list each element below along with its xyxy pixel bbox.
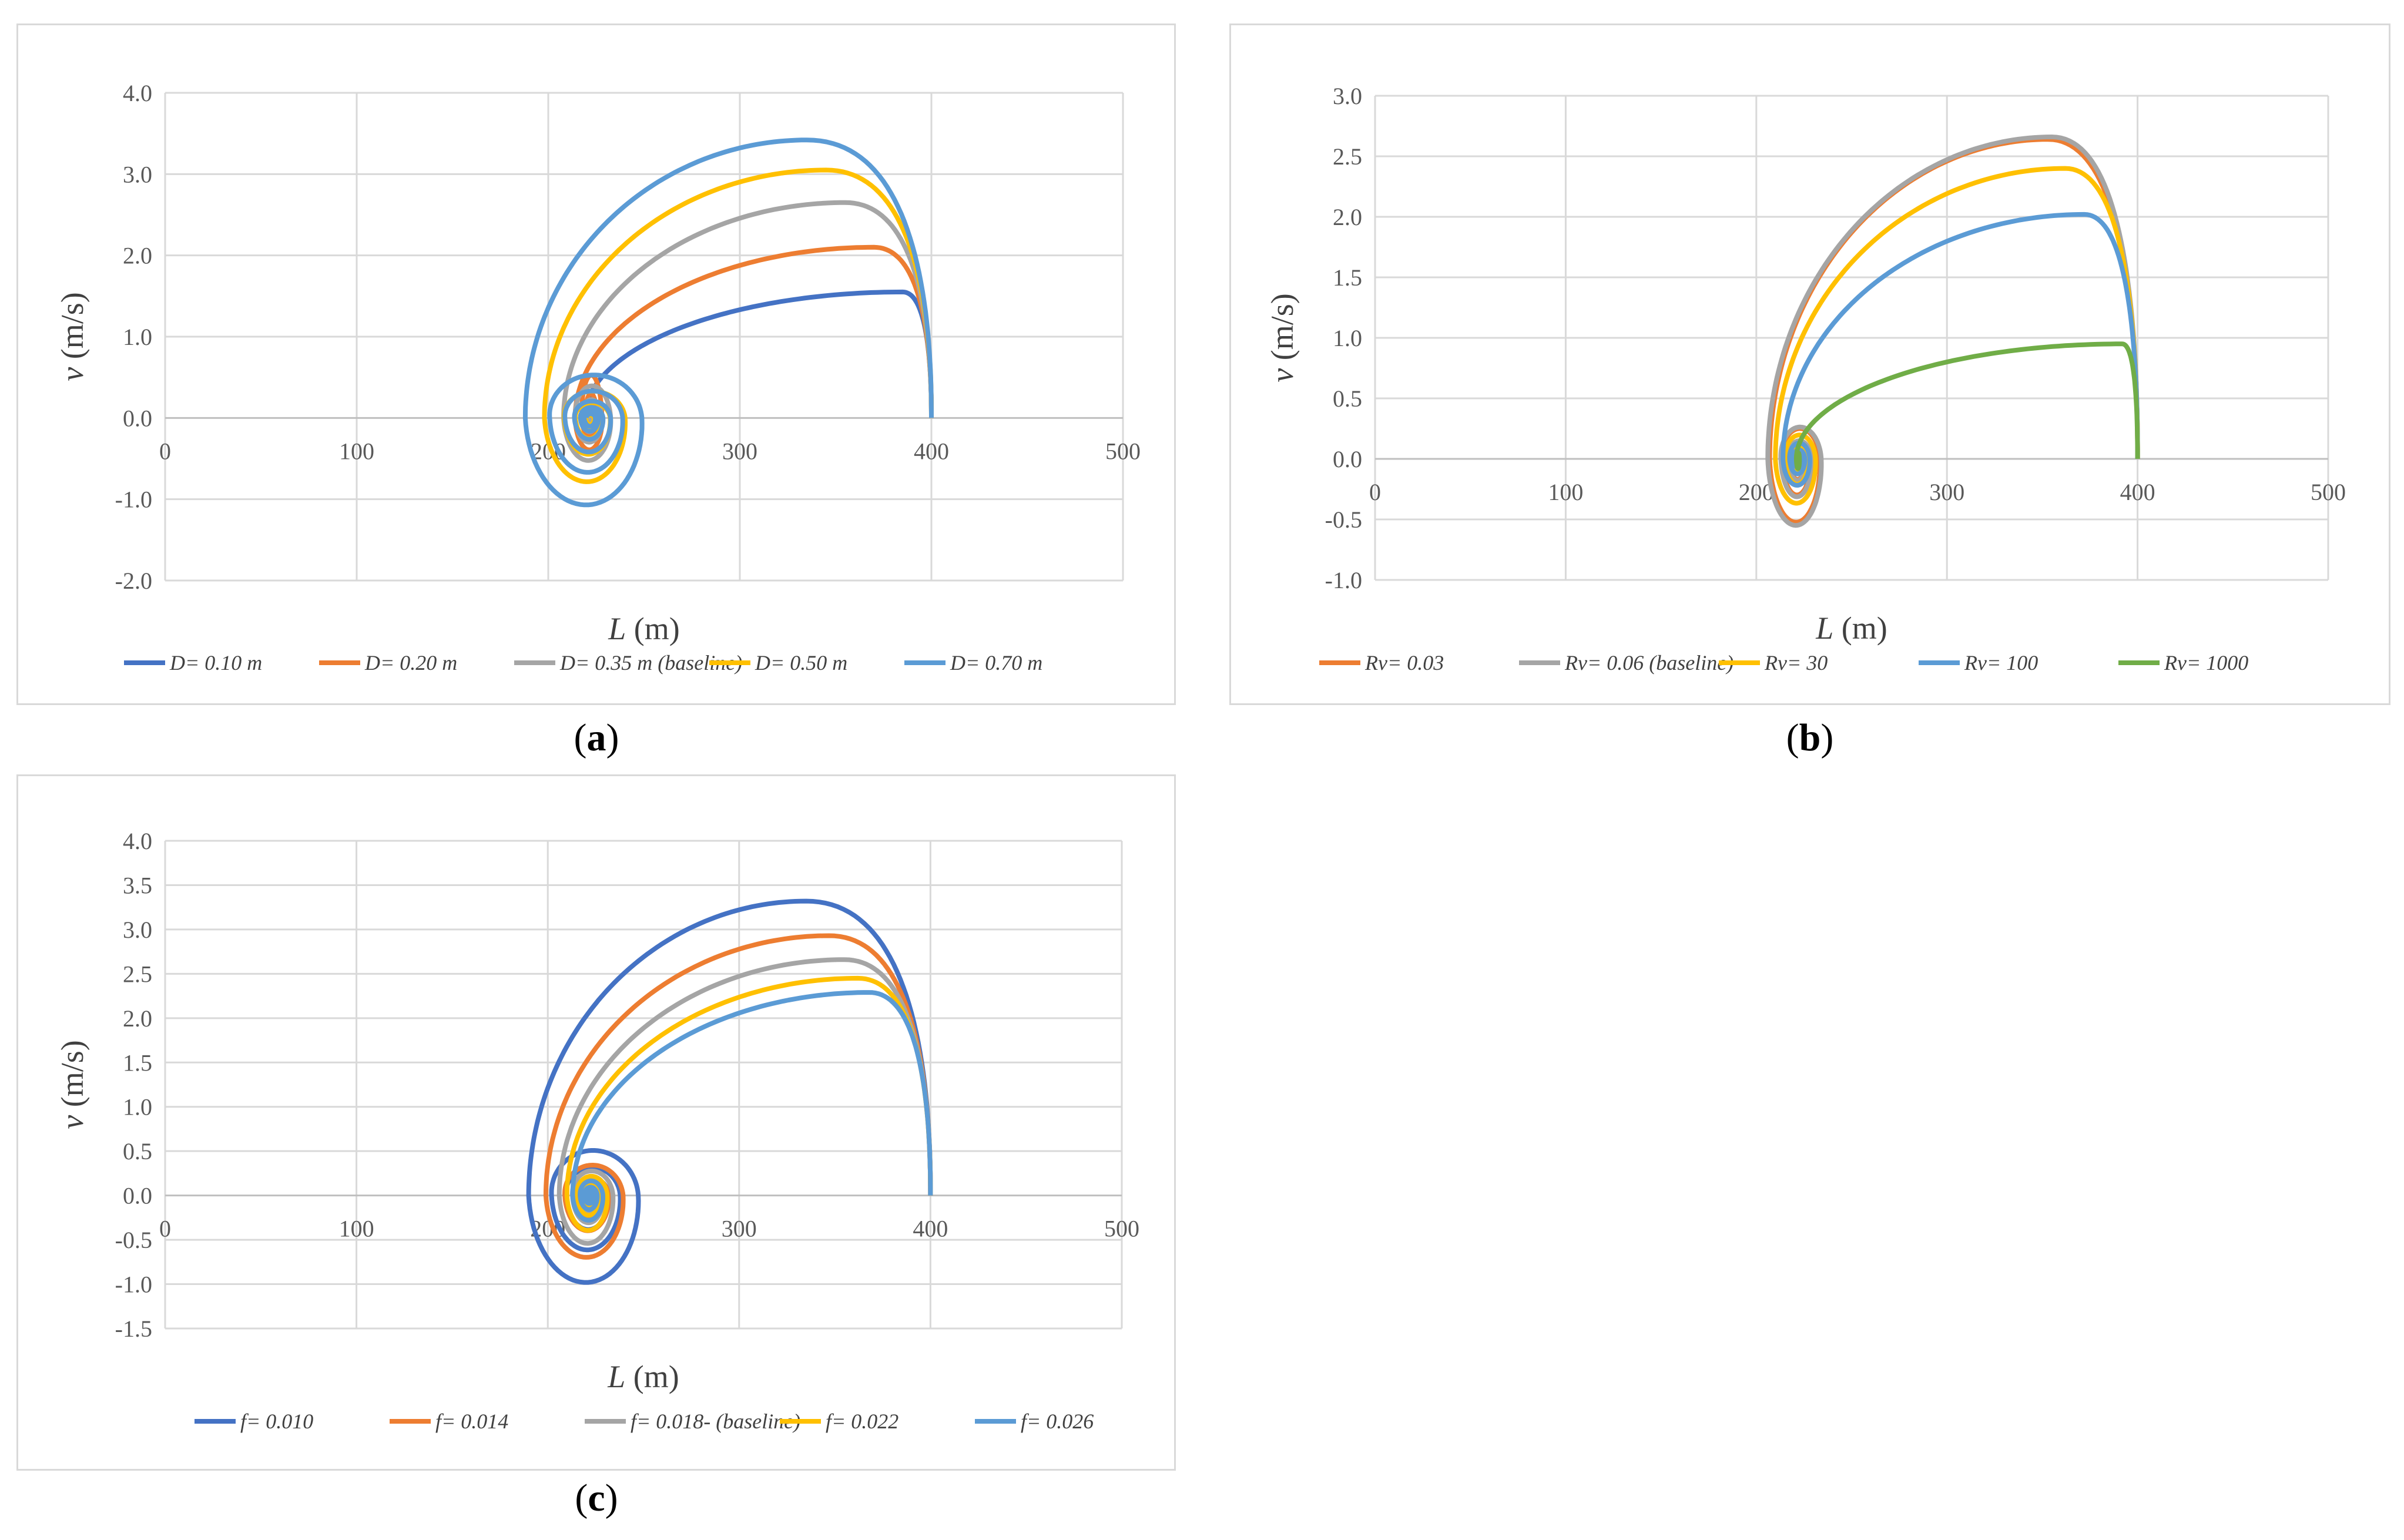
y-tick-label: 0.5 <box>1333 385 1362 412</box>
x-tick-label: 0 <box>1369 479 1381 505</box>
legend-entry: f= 0.018- (baseline) <box>631 1410 800 1433</box>
y-tick-label: 1.0 <box>123 1094 152 1120</box>
x-tick-label: 500 <box>1104 1216 1139 1242</box>
y-tick-label: 0.0 <box>123 1183 152 1209</box>
x-tick-label: 500 <box>1105 438 1141 464</box>
y-tick-label: -1.0 <box>115 487 152 513</box>
caption-c: (c) <box>575 1477 618 1519</box>
y-tick-label: 4.0 <box>123 80 152 106</box>
x-tick-label: 100 <box>1548 479 1583 505</box>
chart-svg-c: -1.5 -1.0 -0.5 0.0 0.5 1.0 1.5 2.0 2.5 3.0 3.5 4.0 0… <box>55 828 1139 1433</box>
y-tick-label: 2.0 <box>123 243 152 269</box>
series-line-2 <box>1765 135 2140 528</box>
caption-b: (b) <box>1786 716 1834 759</box>
x-axis-label: L (m) <box>1815 610 1887 646</box>
x-tick-label: 300 <box>1929 479 1964 505</box>
series-line-3 <box>1773 166 2140 506</box>
y-tick-label: 3.0 <box>123 161 152 187</box>
y-tick-label: 1.5 <box>1333 264 1362 291</box>
y-tick-label: -0.5 <box>115 1227 152 1253</box>
chart-panel-a: -2.0 -1.0 0.0 1.0 2.0 3.0 4.0 0 100 200 300 400 500 L… <box>16 24 1176 705</box>
y-tick-label: -0.5 <box>1325 506 1362 533</box>
chart-svg-a: -2.0-1.00.01.02.03.04.00 100 200 300 400 500L… <box>55 80 1141 675</box>
chart-panel-c: -1.5 -1.0 -0.5 0.0 0.5 1.0 1.5 2.0 2.5 3.0 3.5 4.0 0… <box>16 774 1176 1471</box>
series-line-3 <box>556 957 933 1246</box>
x-tick-label: 100 <box>339 438 374 464</box>
y-tick-label: 1.5 <box>123 1049 152 1076</box>
legend-entry: f= 0.014 <box>435 1410 508 1433</box>
x-tick-label: 400 <box>914 438 949 464</box>
y-tick-label: 1.0 <box>123 324 152 350</box>
chart-svg-b: -1.0-0.50.00.51.01.52.02.53.00 100 200 300 4… <box>1265 83 2346 675</box>
y-axis-label: v (m/s) <box>55 292 90 381</box>
x-tick-label: 400 <box>2120 479 2155 505</box>
legend-entry: f= 0.026 <box>1021 1410 1094 1433</box>
y-tick-label: -1.0 <box>115 1271 152 1298</box>
y-tick-label: -1.0 <box>1325 567 1362 593</box>
legend-entry: Rv= 0.03 <box>1364 651 1444 675</box>
y-tick-label: 2.0 <box>1333 204 1362 230</box>
series-line-5 <box>522 137 934 508</box>
y-tick-label: -1.5 <box>115 1316 152 1342</box>
legend-entry: Rv= 30 <box>1764 651 1828 675</box>
caption-a: (a) <box>574 716 619 759</box>
y-tick-label: 2.0 <box>123 1005 152 1032</box>
y-tick-label: 2.5 <box>1333 143 1362 170</box>
legend-entry: f= 0.010 <box>240 1410 313 1433</box>
legend-entry: D= 0.50 m <box>755 651 847 675</box>
y-axis-label: v (m/s) <box>55 1040 90 1129</box>
legend-entry: Rv= 1000 <box>2164 651 2248 675</box>
y-tick-label: 3.0 <box>1333 83 1362 109</box>
y-tick-label: 3.5 <box>123 872 152 898</box>
y-tick-label: 2.5 <box>123 961 152 987</box>
y-tick-label: 1.0 <box>1333 325 1362 351</box>
y-tick-label: 0.0 <box>123 405 152 431</box>
x-tick-label: 0 <box>159 438 171 464</box>
legend-entry: f= 0.022 <box>826 1410 898 1433</box>
x-tick-label: 400 <box>913 1216 948 1242</box>
legend-entry: D= 0.10 m <box>169 651 262 675</box>
y-tick-label: 0.0 <box>1333 446 1362 472</box>
series-line-5 <box>570 990 933 1223</box>
x-axis-label: L (m) <box>607 1359 679 1394</box>
y-tick-label: 0.5 <box>123 1138 152 1165</box>
y-tick-label: -2.0 <box>115 568 152 594</box>
chart-panel-b: -1.0 -0.5 0.0 0.5 1.0 1.5 2.0 2.5 3.0 0 100 200 300 4… <box>1229 24 2390 705</box>
y-axis-label: v (m/s) <box>1265 293 1300 382</box>
x-tick-label: 300 <box>722 438 757 464</box>
legend-entry: D= 0.20 m <box>364 651 457 675</box>
x-tick-label: 500 <box>2311 479 2346 505</box>
legend-entry: D= 0.70 m <box>950 651 1042 675</box>
legend-entry: Rv= 100 <box>1964 651 2038 675</box>
y-tick-label: 3.0 <box>123 917 152 943</box>
series-line-5 <box>1793 341 2140 471</box>
y-tick-label: 4.0 <box>123 828 152 854</box>
x-tick-label: 100 <box>339 1216 374 1242</box>
x-tick-label: 0 <box>159 1216 171 1242</box>
legend-entry: Rv= 0.06 (baseline) <box>1564 651 1734 675</box>
x-axis-label: L (m) <box>608 611 680 646</box>
x-tick-label: 300 <box>722 1216 757 1242</box>
